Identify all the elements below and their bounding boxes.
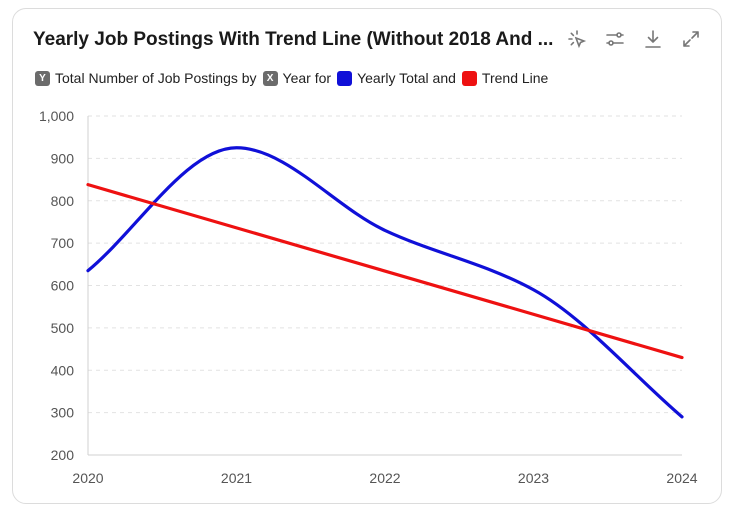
legend-series2-label: Trend Line (481, 70, 549, 86)
x-tick-label: 2024 (666, 470, 697, 486)
chart-toolbar (565, 27, 703, 51)
y-tick-label: 500 (51, 320, 75, 336)
legend-y-axis: Y Total Number of Job Postings by (35, 70, 257, 86)
y-tick-label: 1,000 (39, 108, 74, 124)
download-icon[interactable] (641, 27, 665, 51)
chart-legend: Y Total Number of Job Postings by X Year… (35, 70, 554, 86)
series-line-yearly-total[interactable] (86, 146, 684, 419)
filter-settings-icon[interactable] (603, 27, 627, 51)
legend-x-text: Year for (282, 70, 332, 86)
chart-card: Yearly Job Postings With Trend Line (Wit… (12, 8, 722, 504)
legend-swatch-trend-line (461, 70, 477, 86)
y-tick-label: 300 (51, 405, 75, 421)
y-tick-label: 200 (51, 447, 75, 463)
x-tick-label: 2020 (72, 470, 103, 486)
y-tick-label: 900 (51, 150, 75, 166)
expand-icon[interactable] (679, 27, 703, 51)
legend-x-axis: X Year for (262, 70, 332, 86)
y-tick-label: 800 (51, 193, 75, 209)
y-tick-label: 600 (51, 278, 75, 294)
legend-swatch-yearly-total (337, 70, 353, 86)
series-line-trend-line[interactable] (86, 183, 684, 360)
x-axis-badge: X (262, 70, 278, 86)
y-tick-label: 700 (51, 235, 75, 251)
legend-series-trend-line[interactable]: Trend Line (461, 70, 549, 86)
y-tick-label: 400 (51, 362, 75, 378)
select-icon[interactable] (565, 27, 589, 51)
x-tick-label: 2023 (518, 470, 549, 486)
legend-y-text: Total Number of Job Postings by (55, 70, 257, 86)
legend-series1-label: Yearly Total and (357, 70, 456, 86)
y-axis-badge: Y (35, 70, 50, 86)
x-tick-label: 2021 (221, 470, 252, 486)
x-tick-label: 2022 (369, 470, 400, 486)
legend-series-yearly-total[interactable]: Yearly Total and (337, 70, 456, 86)
